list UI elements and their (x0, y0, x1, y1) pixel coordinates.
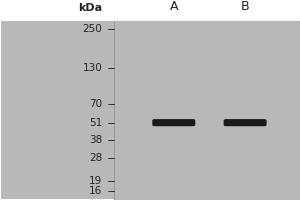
Text: kDa: kDa (78, 3, 102, 13)
Text: 28: 28 (89, 153, 102, 163)
Text: B: B (241, 0, 249, 13)
Text: 130: 130 (83, 63, 102, 73)
Text: 51: 51 (89, 118, 102, 128)
FancyBboxPatch shape (153, 120, 195, 126)
Text: 38: 38 (89, 135, 102, 145)
FancyBboxPatch shape (114, 21, 298, 199)
Text: 16: 16 (89, 186, 102, 196)
Text: A: A (169, 0, 178, 13)
Text: 70: 70 (89, 99, 102, 109)
Text: 250: 250 (83, 24, 102, 34)
FancyBboxPatch shape (224, 120, 266, 126)
Text: 19: 19 (89, 176, 102, 186)
